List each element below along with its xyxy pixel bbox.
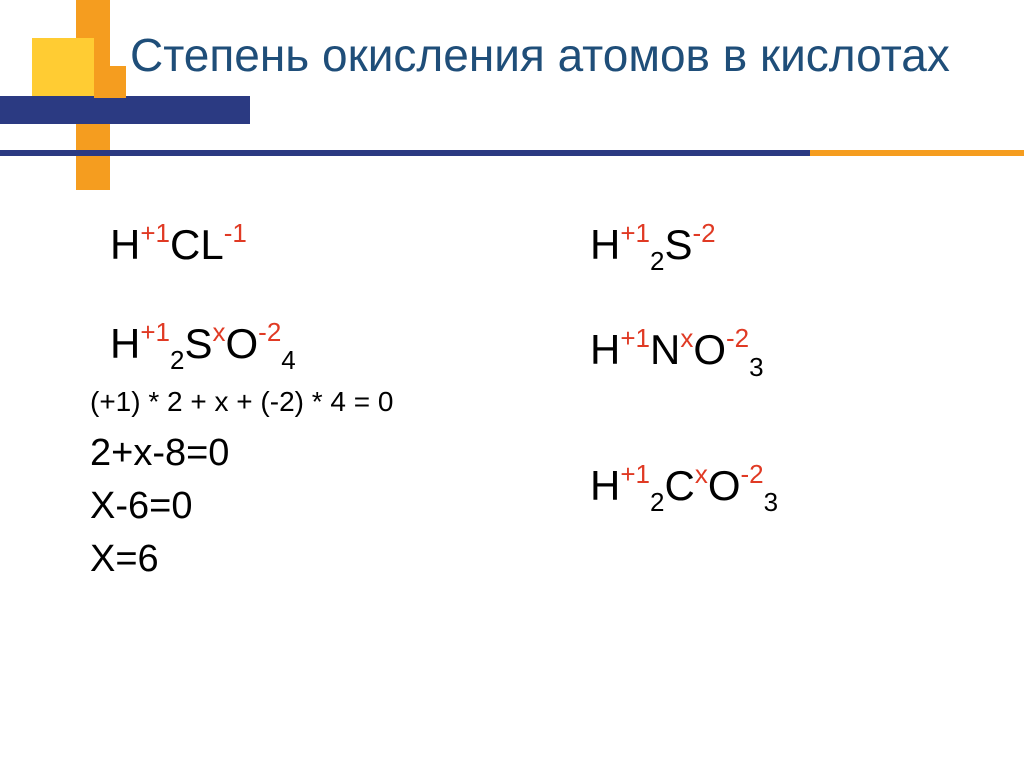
elem-O: O	[693, 326, 726, 373]
elem-O: O	[708, 462, 741, 509]
elem-H: H	[590, 462, 620, 509]
sup-CL: -1	[224, 218, 247, 248]
elem-H: H	[110, 320, 140, 367]
equation-step-2: Х-6=0	[90, 485, 550, 528]
sup-H: +1	[140, 218, 170, 248]
sup-H: +1	[620, 323, 650, 353]
sup-H: +1	[140, 317, 170, 347]
title-text: Степень окисления атомов в кислотах	[130, 28, 1004, 83]
sub-H: 2	[650, 246, 664, 276]
elem-O: O	[225, 320, 258, 367]
formula-h2s: H+12S-2	[590, 220, 1010, 275]
equation-expanded: (+1) * 2 + х + (-2) * 4 = 0	[90, 386, 550, 418]
sup-C: х	[695, 459, 708, 489]
sub-H: 2	[650, 487, 664, 517]
elem-H: H	[590, 326, 620, 373]
formula-h2co3: H+12CхO-23	[590, 461, 1010, 516]
formula-hno3: H+1NхO-23	[590, 325, 1010, 380]
slide-title: Степень окисления атомов в кислотах	[130, 28, 1004, 83]
elem-N: N	[650, 326, 680, 373]
sup-H: +1	[620, 218, 650, 248]
elem-CL: CL	[170, 221, 224, 268]
formula-hcl: H+1CL-1	[110, 220, 550, 269]
sub-O: 4	[281, 345, 295, 375]
formula-h2so4: H+12SхO-24	[110, 319, 550, 374]
equation-step-1: 2+х-8=0	[90, 432, 550, 475]
sup-O: -2	[740, 459, 763, 489]
elem-H: H	[590, 221, 620, 268]
elem-S: S	[184, 320, 212, 367]
sup-S: х	[212, 317, 225, 347]
sup-N: х	[680, 323, 693, 353]
equation-result: Х=6	[90, 538, 550, 581]
title-underline	[0, 150, 1024, 156]
sup-O: -2	[258, 317, 281, 347]
sup-S: -2	[692, 218, 715, 248]
sub-O: 3	[764, 487, 778, 517]
sub-O: 3	[749, 352, 763, 382]
elem-H: H	[110, 221, 140, 268]
sup-O: -2	[726, 323, 749, 353]
elem-C: C	[664, 462, 694, 509]
sup-H: +1	[620, 459, 650, 489]
sub-H: 2	[170, 345, 184, 375]
elem-S: S	[664, 221, 692, 268]
